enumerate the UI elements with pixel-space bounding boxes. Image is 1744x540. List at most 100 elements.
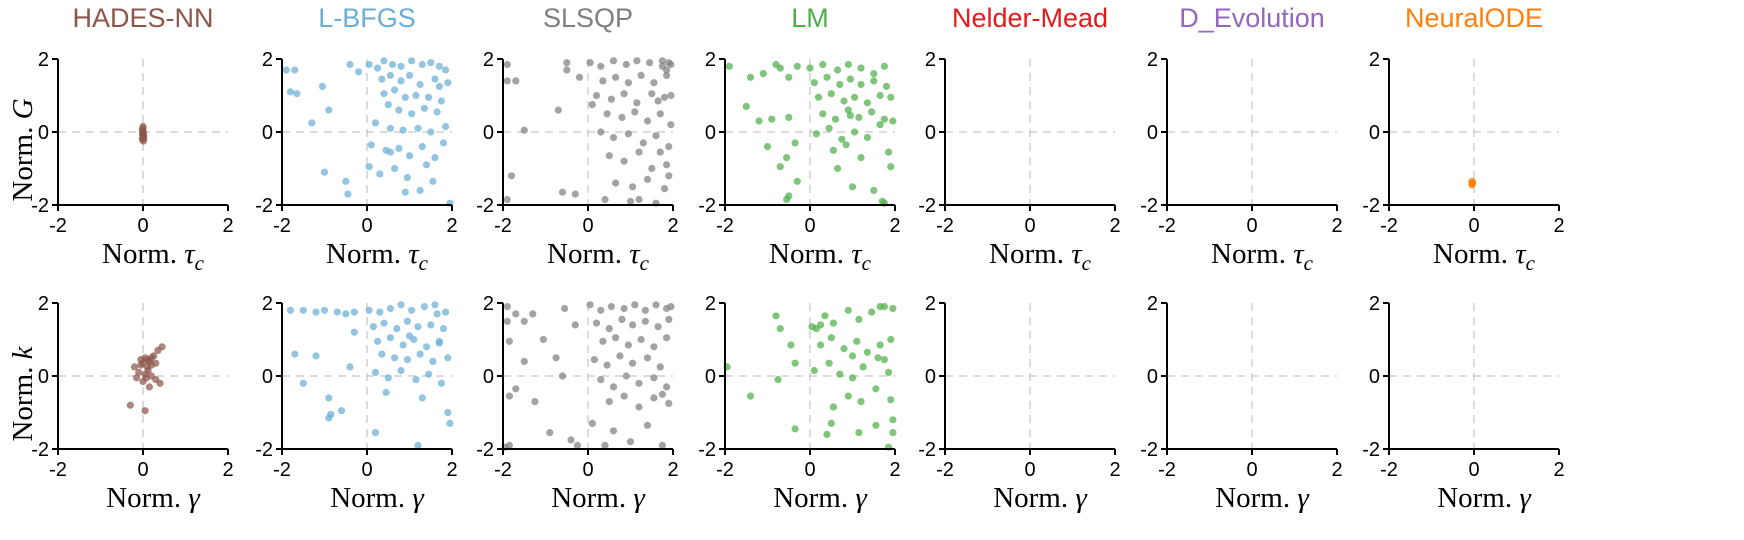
data-point <box>365 163 373 171</box>
data-point <box>156 379 164 387</box>
y-tick-label: -2 <box>698 439 716 461</box>
data-point <box>742 102 750 111</box>
data-point <box>872 421 880 429</box>
data-point <box>665 315 673 323</box>
data-point <box>656 363 664 371</box>
data-point <box>505 337 513 345</box>
data-point <box>855 113 863 121</box>
data-point <box>286 88 295 96</box>
data-point <box>609 133 618 142</box>
data-point <box>631 301 639 309</box>
data-point <box>158 343 166 351</box>
panel-l-bfgs-bottom: -2-2 0 0 2 2 Norm. γ <box>255 293 457 514</box>
data-point <box>823 73 831 81</box>
data-point <box>144 366 152 375</box>
data-point <box>842 141 850 149</box>
y-tick-label: 2 <box>1369 293 1380 315</box>
data-point <box>658 441 667 449</box>
data-point <box>819 60 827 69</box>
x-tick-label: -2 <box>716 459 734 481</box>
x-axis-label: Norm. τc <box>547 238 650 275</box>
data-point <box>665 143 673 151</box>
data-point <box>844 392 852 400</box>
data-point <box>342 177 350 185</box>
data-point <box>439 325 448 333</box>
data-point <box>855 315 863 323</box>
data-point <box>408 57 416 65</box>
data-point <box>140 135 148 143</box>
data-point <box>874 354 882 362</box>
data-point <box>293 90 301 98</box>
data-point <box>391 164 399 173</box>
data-point <box>639 139 647 147</box>
data-point <box>643 175 652 183</box>
x-tick-label: 0 <box>361 215 372 237</box>
data-point <box>650 343 658 351</box>
panel-lm-bottom: -2-2 0 0 2 2 Norm. γ <box>698 293 900 514</box>
data-point <box>429 357 437 365</box>
data-point <box>371 368 380 376</box>
data-point <box>844 60 852 69</box>
y-tick-label: 0 <box>925 122 936 144</box>
data-point <box>652 132 660 140</box>
data-point <box>597 128 605 136</box>
data-point <box>844 306 852 314</box>
data-point <box>783 154 791 162</box>
data-point <box>793 177 801 185</box>
x-axis-label: Norm. τc <box>769 238 872 275</box>
x-tick-label: 2 <box>446 215 457 237</box>
data-point <box>592 319 601 327</box>
data-point <box>633 57 641 65</box>
data-point <box>810 79 818 87</box>
data-point <box>609 383 618 391</box>
data-point <box>878 197 886 205</box>
data-point <box>320 168 329 176</box>
data-point <box>425 93 433 101</box>
data-point <box>601 441 609 449</box>
x-axis-label: Norm. γ <box>1215 482 1310 514</box>
data-point <box>663 161 671 169</box>
data-point <box>416 350 424 358</box>
data-point <box>139 122 147 131</box>
data-point <box>416 186 424 194</box>
data-point <box>870 70 878 78</box>
data-point <box>629 183 637 191</box>
data-point <box>846 75 855 83</box>
data-point <box>141 407 149 415</box>
data-point <box>512 385 520 393</box>
data-point <box>746 73 755 81</box>
data-point <box>834 66 842 74</box>
data-point <box>412 91 420 100</box>
row-ylabel-bottom-prefix: Norm. <box>7 359 39 441</box>
y-tick-label: 0 <box>925 366 936 388</box>
data-point <box>774 376 782 384</box>
data-point <box>859 363 867 371</box>
data-point <box>848 183 857 191</box>
panel-slsqp-top: -2-2 0 0 2 2 Norm. τc <box>476 49 678 275</box>
data-point <box>395 144 403 152</box>
data-point <box>880 62 889 70</box>
data-point <box>130 363 139 371</box>
title-d-evolution: D_Evolution <box>1179 3 1325 33</box>
x-tick-label: 0 <box>582 215 593 237</box>
data-point <box>785 73 793 81</box>
data-point <box>312 352 320 360</box>
data-point <box>367 141 375 149</box>
data-point <box>887 93 895 101</box>
y-tick-label: 0 <box>705 122 716 144</box>
data-point <box>763 143 772 151</box>
x-tick-label: 2 <box>1331 459 1342 481</box>
data-point <box>648 164 656 173</box>
data-point <box>806 64 814 72</box>
x-axis-label: Norm. τc <box>1211 238 1314 275</box>
row-ylabel-top-var: G <box>7 98 39 119</box>
data-point <box>393 325 401 333</box>
data-point <box>318 82 326 90</box>
data-point <box>380 319 388 327</box>
data-point <box>620 392 628 400</box>
x-axis-label: Norm. τc <box>989 238 1092 275</box>
data-point <box>821 312 829 320</box>
data-point <box>397 77 405 85</box>
data-point <box>848 352 857 360</box>
y-tick-label: -2 <box>1140 195 1158 217</box>
